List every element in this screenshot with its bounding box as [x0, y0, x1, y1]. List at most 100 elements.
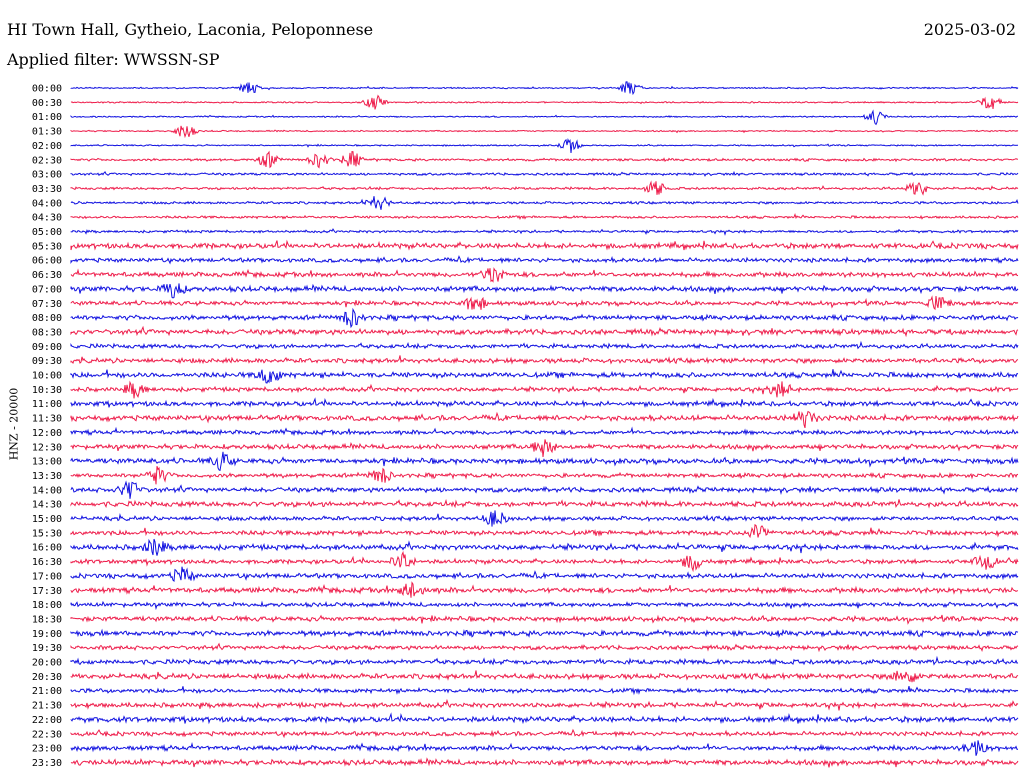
time-label: 18:00 — [32, 600, 62, 611]
time-label: 18:30 — [32, 614, 62, 625]
time-label: 08:00 — [32, 313, 62, 324]
seismic-trace — [70, 255, 1019, 265]
time-label: 05:00 — [32, 227, 62, 238]
time-label: 04:30 — [32, 213, 62, 224]
seismic-trace — [70, 295, 1019, 311]
seismic-trace — [70, 740, 1019, 756]
time-label: 21:00 — [32, 686, 62, 697]
time-label: 05:30 — [32, 241, 62, 252]
seismic-trace — [70, 355, 1019, 365]
seismic-trace — [70, 94, 1019, 110]
seismic-trace — [70, 212, 1019, 220]
time-label: 17:30 — [32, 586, 62, 597]
time-label: 12:30 — [32, 442, 62, 453]
time-label: 21:30 — [32, 701, 62, 712]
time-label: 11:00 — [32, 399, 62, 410]
time-label: 17:00 — [32, 571, 62, 582]
seismic-trace — [70, 480, 1019, 499]
seismic-trace — [70, 498, 1019, 509]
seismic-trace — [70, 451, 1019, 472]
seismic-trace — [70, 614, 1019, 625]
seismic-trace — [70, 109, 1019, 126]
time-label: 03:00 — [32, 170, 62, 181]
time-label: 10:30 — [32, 385, 62, 396]
time-label: 09:00 — [32, 342, 62, 353]
seismic-trace — [70, 728, 1019, 739]
seismic-trace — [70, 426, 1019, 437]
seismic-trace — [70, 340, 1019, 351]
seismic-trace — [70, 196, 1019, 210]
time-label: 19:30 — [32, 643, 62, 654]
seismic-trace — [70, 523, 1019, 539]
time-label: 11:30 — [32, 414, 62, 425]
seismic-trace — [70, 757, 1019, 768]
seismic-trace — [70, 307, 1019, 329]
time-label: 10:00 — [32, 371, 62, 382]
seismic-trace — [70, 566, 1019, 582]
seismic-trace — [70, 239, 1019, 251]
time-label: 04:00 — [32, 198, 62, 209]
seismic-trace — [70, 510, 1019, 527]
time-label: 06:00 — [32, 256, 62, 267]
time-label: 15:30 — [32, 528, 62, 539]
time-label: 08:30 — [32, 327, 62, 338]
time-label: 12:00 — [32, 428, 62, 439]
time-label: 02:00 — [32, 141, 62, 152]
time-label: 06:30 — [32, 270, 62, 281]
time-label: 13:00 — [32, 457, 62, 468]
applied-filter-label: Applied filter: WWSSN-SP — [7, 50, 220, 69]
time-label: 01:00 — [32, 112, 62, 123]
time-label: 23:30 — [32, 758, 62, 769]
time-label: 01:30 — [32, 127, 62, 138]
time-label: 07:30 — [32, 299, 62, 310]
station-title: HI Town Hall, Gytheio, Laconia, Peloponn… — [7, 20, 374, 39]
seismic-trace — [70, 698, 1019, 711]
seismic-trace — [70, 628, 1019, 639]
time-label: 20:30 — [32, 672, 62, 683]
time-label: 22:30 — [32, 729, 62, 740]
seismic-trace — [70, 180, 1019, 196]
seismic-trace — [70, 170, 1019, 177]
seismic-trace — [70, 380, 1019, 399]
time-label: 07:00 — [32, 284, 62, 295]
seismic-trace — [70, 325, 1019, 338]
time-label: 22:00 — [32, 715, 62, 726]
seismic-trace — [70, 642, 1019, 653]
record-date: 2025-03-02 — [923, 20, 1016, 39]
seismic-trace — [70, 600, 1019, 611]
time-label: 20:00 — [32, 658, 62, 669]
time-label: 13:30 — [32, 471, 62, 482]
seismic-trace — [70, 550, 1019, 573]
time-label: 16:00 — [32, 543, 62, 554]
seismic-trace — [70, 137, 1019, 154]
seismic-trace — [70, 712, 1019, 725]
seismic-trace — [70, 439, 1019, 457]
time-label: 00:30 — [32, 98, 62, 109]
seismic-trace — [70, 228, 1019, 236]
seismic-trace — [70, 81, 1019, 96]
seismic-trace — [70, 267, 1019, 283]
seismic-trace — [70, 283, 1019, 299]
time-label: 16:30 — [32, 557, 62, 568]
seismic-trace — [70, 466, 1019, 485]
time-label: 14:00 — [32, 485, 62, 496]
seismic-trace — [70, 685, 1019, 696]
time-label: 03:30 — [32, 184, 62, 195]
seismic-trace — [70, 670, 1019, 683]
time-label: 02:30 — [32, 155, 62, 166]
seismic-trace — [70, 397, 1019, 409]
seismic-trace — [70, 581, 1019, 598]
time-label: 14:30 — [32, 500, 62, 511]
seismic-trace — [70, 655, 1019, 667]
time-label: 23:00 — [32, 744, 62, 755]
time-label: 19:00 — [32, 629, 62, 640]
time-label: 09:30 — [32, 356, 62, 367]
seismic-trace — [70, 369, 1019, 384]
seismic-trace — [70, 125, 1019, 139]
seismic-trace — [70, 538, 1019, 556]
time-label: 15:00 — [32, 514, 62, 525]
seismic-trace — [70, 150, 1019, 169]
seismic-trace — [70, 410, 1019, 429]
time-label: 00:00 — [32, 84, 62, 95]
